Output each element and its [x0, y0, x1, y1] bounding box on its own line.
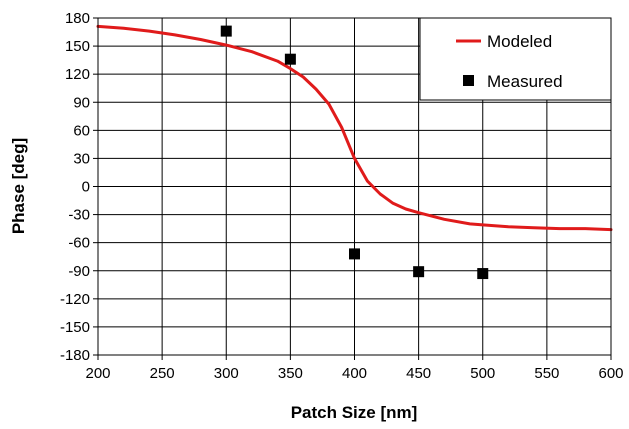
- legend-measured-label: Measured: [487, 72, 563, 91]
- legend-measured-swatch: [463, 75, 474, 86]
- y-tick-label: -180: [60, 347, 90, 364]
- measured-point: [413, 266, 425, 278]
- x-tick-label: 250: [150, 365, 175, 382]
- x-tick-label: 300: [214, 365, 239, 382]
- x-tick-labels: 200 250 300 350 400 450 500 550 600: [85, 365, 623, 382]
- y-tick-label: 90: [73, 94, 90, 111]
- y-tick-label: 180: [65, 10, 90, 27]
- y-tick-label: 0: [82, 179, 90, 196]
- series-layer: [96, 24, 613, 280]
- y-tick-label: -150: [60, 319, 90, 336]
- y-tick-label: -90: [68, 263, 90, 280]
- y-axis-title: Phase [deg]: [9, 138, 28, 234]
- y-tick-label: -60: [68, 235, 90, 252]
- x-tick-label: 450: [406, 365, 431, 382]
- x-tick-label: 350: [278, 365, 303, 382]
- plot-border: [97, 17, 612, 356]
- x-tick-label: 200: [85, 365, 110, 382]
- legend-modeled-label: Modeled: [487, 32, 552, 51]
- y-tick-label: 120: [65, 66, 90, 83]
- measured-point: [477, 268, 489, 280]
- legend: Modeled Measured: [419, 17, 612, 101]
- y-tick-label: -30: [68, 207, 90, 224]
- legend-box: [419, 17, 612, 101]
- y-tick-label: 150: [65, 38, 90, 55]
- x-axis-title: Patch Size [nm]: [291, 403, 418, 422]
- measured-point: [284, 53, 296, 65]
- modeled-series-line: [96, 24, 613, 232]
- x-tick-label: 600: [598, 365, 623, 382]
- y-tick-label: -120: [60, 291, 90, 308]
- x-tick-label: 500: [470, 365, 495, 382]
- x-tick-label: 400: [342, 365, 367, 382]
- x-tick-label: 550: [534, 365, 559, 382]
- y-tick-labels: 180 150 120 90 60 30 0 -30 -60 -90 -120 -150 -180: [60, 10, 90, 364]
- measured-point: [349, 248, 360, 260]
- y-tick-label: 60: [73, 122, 90, 139]
- measured-point: [220, 25, 232, 37]
- y-tick-label: 30: [73, 150, 90, 167]
